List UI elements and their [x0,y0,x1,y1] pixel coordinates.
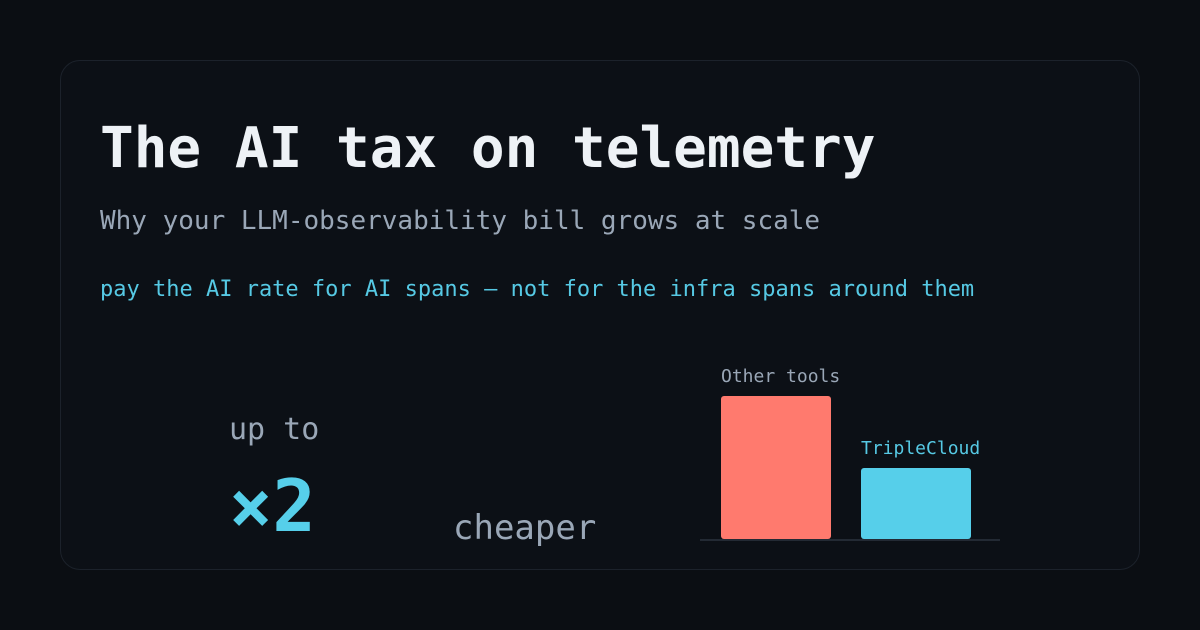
tagline: pay the AI rate for AI spans — not for t… [100,277,975,302]
chart-baseline [700,539,1000,541]
bar-other-tools [721,396,831,539]
stat-prefix: up to [229,412,320,447]
stat-value: ×2 [229,464,316,548]
page-subtitle: Why your LLM-observability bill grows at… [100,206,821,236]
bar-label-other-tools: Other tools [721,366,841,387]
bar-triplecloud [861,467,971,539]
stat-suffix: cheaper [453,508,597,548]
bar-label-triplecloud: TripleCloud [861,437,981,459]
page-title: The AI tax on telemetry [100,116,876,181]
